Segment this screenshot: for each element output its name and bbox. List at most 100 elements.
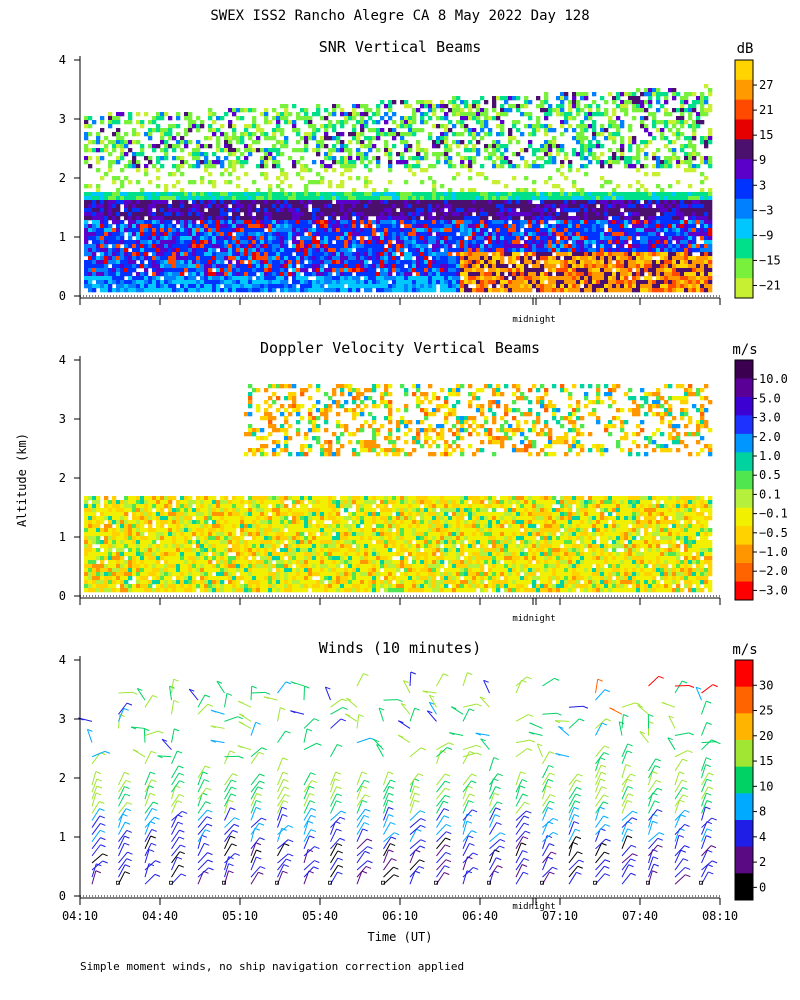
snr-cell [508,248,513,253]
snr-cell [600,164,605,169]
snr-cell [448,276,453,281]
snr-cell [556,240,561,245]
snr-cell [160,264,165,269]
snr-cell [448,284,453,289]
snr-cell [272,160,277,165]
snr-cell [420,236,425,241]
snr-cell [592,288,597,293]
snr-cell [412,208,417,213]
snr-cell [516,228,521,233]
snr-cell [116,144,121,149]
snr-cell [520,212,525,217]
snr-cell [476,228,481,233]
snr-cell [612,136,617,141]
snr-cell [532,268,537,273]
snr-cell [540,100,545,105]
snr-cell [448,108,453,113]
snr-cell [636,108,641,113]
snr-cell [388,132,393,137]
snr-cell [428,260,433,265]
snr-cell [124,256,129,261]
snr-cell [244,192,249,197]
snr-cell [616,156,621,161]
snr-cell [504,144,509,149]
snr-cell [448,120,453,125]
snr-cell [188,272,193,277]
snr-cell [104,196,109,201]
snr-cell [392,276,397,281]
snr-cell [356,208,361,213]
snr-cell [396,288,401,293]
snr-cell [284,256,289,261]
snr-cell [460,248,465,253]
snr-cell [224,132,229,137]
snr-cell [212,244,217,249]
snr-cell [512,264,517,269]
snr-cell [572,216,577,221]
snr-cell [572,228,577,233]
snr-cell [384,232,389,237]
snr-cell [664,156,669,161]
snr-cell [640,120,645,125]
snr-cell [656,280,661,285]
snr-cell [580,204,585,209]
snr-cell [412,116,417,121]
snr-cell [124,192,129,197]
snr-cell [392,228,397,233]
snr-cell [172,144,177,149]
snr-cell [608,220,613,225]
snr-cell [664,268,669,273]
snr-cell [216,228,221,233]
snr-cell [476,108,481,113]
snr-cell [572,260,577,265]
snr-cell [412,196,417,201]
snr-cell [580,128,585,133]
snr-cell [600,256,605,261]
snr-cell [404,204,409,209]
snr-cell [560,264,565,269]
snr-cell [104,232,109,237]
snr-cell [100,264,105,269]
snr-cell [104,204,109,209]
snr-cell [648,276,653,281]
snr-cell [384,220,389,225]
snr-cell [412,192,417,197]
snr-cell [436,200,441,205]
snr-cell [400,272,405,277]
snr-cell [556,112,561,117]
snr-cell [576,232,581,237]
snr-cell [448,228,453,233]
snr-cell [320,248,325,253]
snr-cell [264,256,269,261]
snr-cell [128,140,133,145]
snr-cell [368,280,373,285]
snr-cell [600,196,605,201]
snr-cell [544,264,549,269]
snr-cell [88,148,93,153]
snr-cell [456,152,461,157]
snr-cell [520,276,525,281]
snr-cell [580,288,585,293]
snr-cell [320,208,325,213]
snr-cell [648,260,653,265]
snr-cell [548,288,553,293]
snr-cell [208,264,213,269]
snr-cell [492,100,497,105]
snr-cell [148,260,153,265]
snr-cell [680,288,685,293]
snr-cell [164,220,169,225]
snr-cell [256,264,261,269]
snr-cell [360,196,365,201]
snr-cell [360,264,365,269]
snr-cell [552,264,557,269]
snr-cell [364,260,369,265]
snr-cell [528,200,533,205]
snr-cell [172,260,177,265]
snr-cell [204,220,209,225]
snr-cell [208,284,213,289]
snr-cell [340,172,345,177]
snr-cell [196,164,201,169]
snr-cell [240,204,245,209]
snr-cell [620,272,625,277]
snr-cell [464,144,469,149]
